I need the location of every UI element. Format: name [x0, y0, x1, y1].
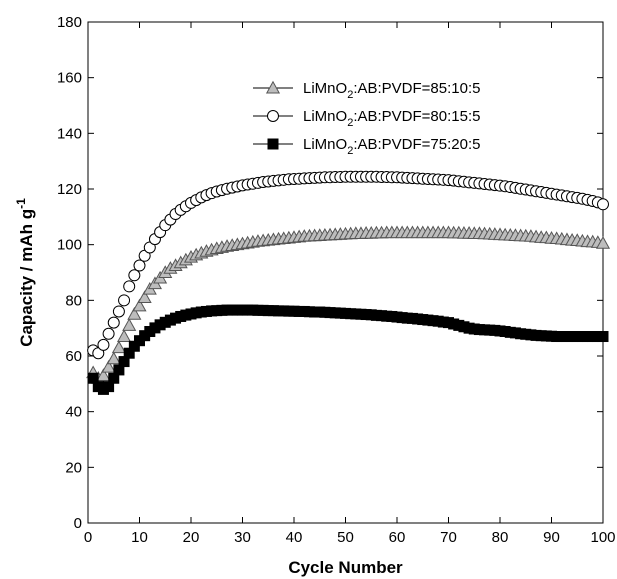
legend-label: LiMnO2:AB:PVDF=80:15:5 — [303, 108, 480, 129]
y-tick-label: 80 — [65, 292, 82, 309]
data-point-triangle — [101, 359, 116, 373]
data-point-square — [597, 331, 609, 343]
data-point-triangle — [595, 236, 611, 249]
data-point-circle — [112, 305, 125, 318]
legend-marker-circle — [267, 110, 279, 122]
data-point-circle — [133, 259, 146, 272]
data-point-triangle — [117, 329, 132, 342]
x-tick-label: 0 — [84, 529, 92, 546]
data-point-circle — [597, 198, 609, 211]
x-tick-label: 20 — [183, 529, 200, 546]
data-point-triangle — [96, 368, 111, 381]
y-tick-label: 100 — [57, 237, 82, 254]
y-tick-label: 40 — [65, 404, 82, 421]
y-tick-label: 20 — [65, 459, 82, 476]
legend-label: LiMnO2:AB:PVDF=75:20:5 — [303, 136, 480, 157]
data-point-triangle — [127, 307, 142, 320]
x-tick-label: 10 — [131, 529, 148, 546]
data-point-triangle — [106, 351, 121, 365]
legend-marker-triangle — [265, 80, 281, 94]
x-tick-label: 50 — [337, 529, 354, 546]
x-tick-label: 100 — [590, 529, 615, 546]
y-axis-title: Capacity / mAh g-1 — [14, 198, 36, 347]
data-point-circle — [102, 327, 115, 340]
x-tick-label: 80 — [492, 529, 509, 546]
legend-label: LiMnO2:AB:PVDF=85:10:5 — [303, 80, 480, 101]
y-tick-label: 120 — [57, 181, 82, 198]
y-tick-label: 160 — [57, 70, 82, 87]
data-point-circle — [107, 316, 120, 329]
data-point-triangle — [132, 298, 147, 312]
x-axis-title: Cycle Number — [288, 558, 403, 577]
legend-marker-square — [267, 138, 279, 150]
data-point-triangle — [122, 318, 137, 331]
x-tick-label: 90 — [543, 529, 560, 546]
y-tick-label: 180 — [57, 14, 82, 31]
data-point-triangle — [137, 290, 152, 304]
data-point-circle — [97, 338, 110, 351]
y-tick-label: 0 — [74, 515, 82, 532]
x-tick-label: 40 — [286, 529, 303, 546]
data-point-circle — [123, 280, 136, 293]
x-tick-label: 70 — [440, 529, 457, 546]
x-tick-label: 60 — [389, 529, 406, 546]
y-tick-label: 60 — [65, 348, 82, 365]
data-point-circle — [118, 294, 131, 307]
data-point-circle — [128, 269, 141, 282]
y-tick-label: 140 — [57, 125, 82, 142]
data-point-triangle — [111, 340, 126, 354]
x-tick-label: 30 — [234, 529, 251, 546]
